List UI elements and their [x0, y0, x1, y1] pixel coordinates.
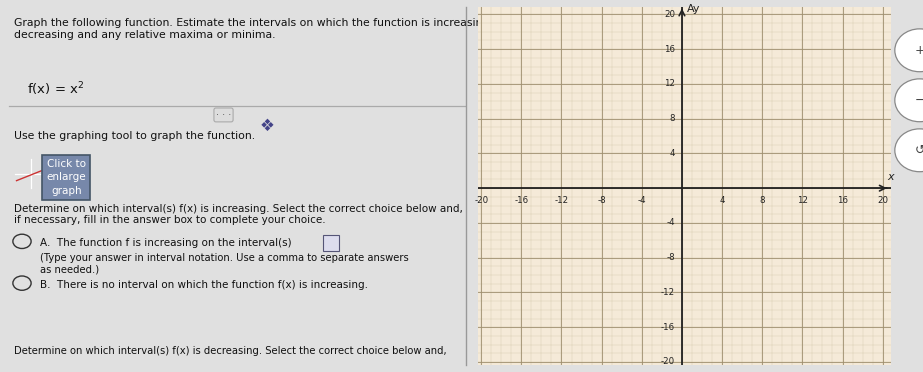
Text: Determine on which interval(s) f(x) is increasing. Select the correct choice bel: Determine on which interval(s) f(x) is i…	[14, 204, 462, 225]
Text: +: +	[915, 44, 923, 57]
Text: ↺: ↺	[915, 144, 923, 157]
Text: 16: 16	[837, 196, 848, 205]
Circle shape	[894, 129, 923, 172]
Text: -12: -12	[661, 288, 675, 297]
Text: 8: 8	[760, 196, 765, 205]
Text: 8: 8	[669, 114, 675, 123]
Text: 12: 12	[797, 196, 808, 205]
Text: -4: -4	[666, 218, 675, 227]
Text: Graph the following function. Estimate the intervals on which the function is in: Graph the following function. Estimate t…	[14, 18, 504, 40]
Text: 4: 4	[719, 196, 725, 205]
Text: ❖: ❖	[259, 118, 274, 135]
Text: 16: 16	[664, 45, 675, 54]
Text: 20: 20	[664, 10, 675, 19]
Text: A.  The function f is increasing on the interval(s): A. The function f is increasing on the i…	[41, 238, 292, 248]
Text: -8: -8	[597, 196, 606, 205]
Text: -20: -20	[474, 196, 488, 205]
Text: −: −	[915, 94, 923, 107]
Text: -20: -20	[661, 357, 675, 366]
Text: Click to
enlarge
graph: Click to enlarge graph	[46, 159, 86, 196]
Circle shape	[894, 79, 923, 122]
Text: 20: 20	[877, 196, 888, 205]
Text: (Type your answer in interval notation. Use a comma to separate answers
as neede: (Type your answer in interval notation. …	[41, 253, 409, 275]
Text: Use the graphing tool to graph the function.: Use the graphing tool to graph the funct…	[14, 131, 255, 141]
Text: -16: -16	[514, 196, 528, 205]
Text: 12: 12	[664, 79, 675, 89]
Text: Ay: Ay	[687, 4, 701, 14]
Text: · · ·: · · ·	[216, 110, 231, 120]
Text: -8: -8	[666, 253, 675, 262]
Text: Determine on which interval(s) f(x) is decreasing. Select the correct choice bel: Determine on which interval(s) f(x) is d…	[14, 346, 447, 356]
Text: -4: -4	[638, 196, 646, 205]
Text: B.  There is no interval on which the function f(x) is increasing.: B. There is no interval on which the fun…	[41, 280, 368, 290]
Text: x: x	[887, 172, 893, 182]
Text: f(x) = $\mathrm{x}^2$: f(x) = $\mathrm{x}^2$	[28, 81, 85, 98]
Circle shape	[894, 29, 923, 72]
Text: -16: -16	[661, 323, 675, 332]
Text: -12: -12	[555, 196, 569, 205]
Text: 4: 4	[669, 149, 675, 158]
